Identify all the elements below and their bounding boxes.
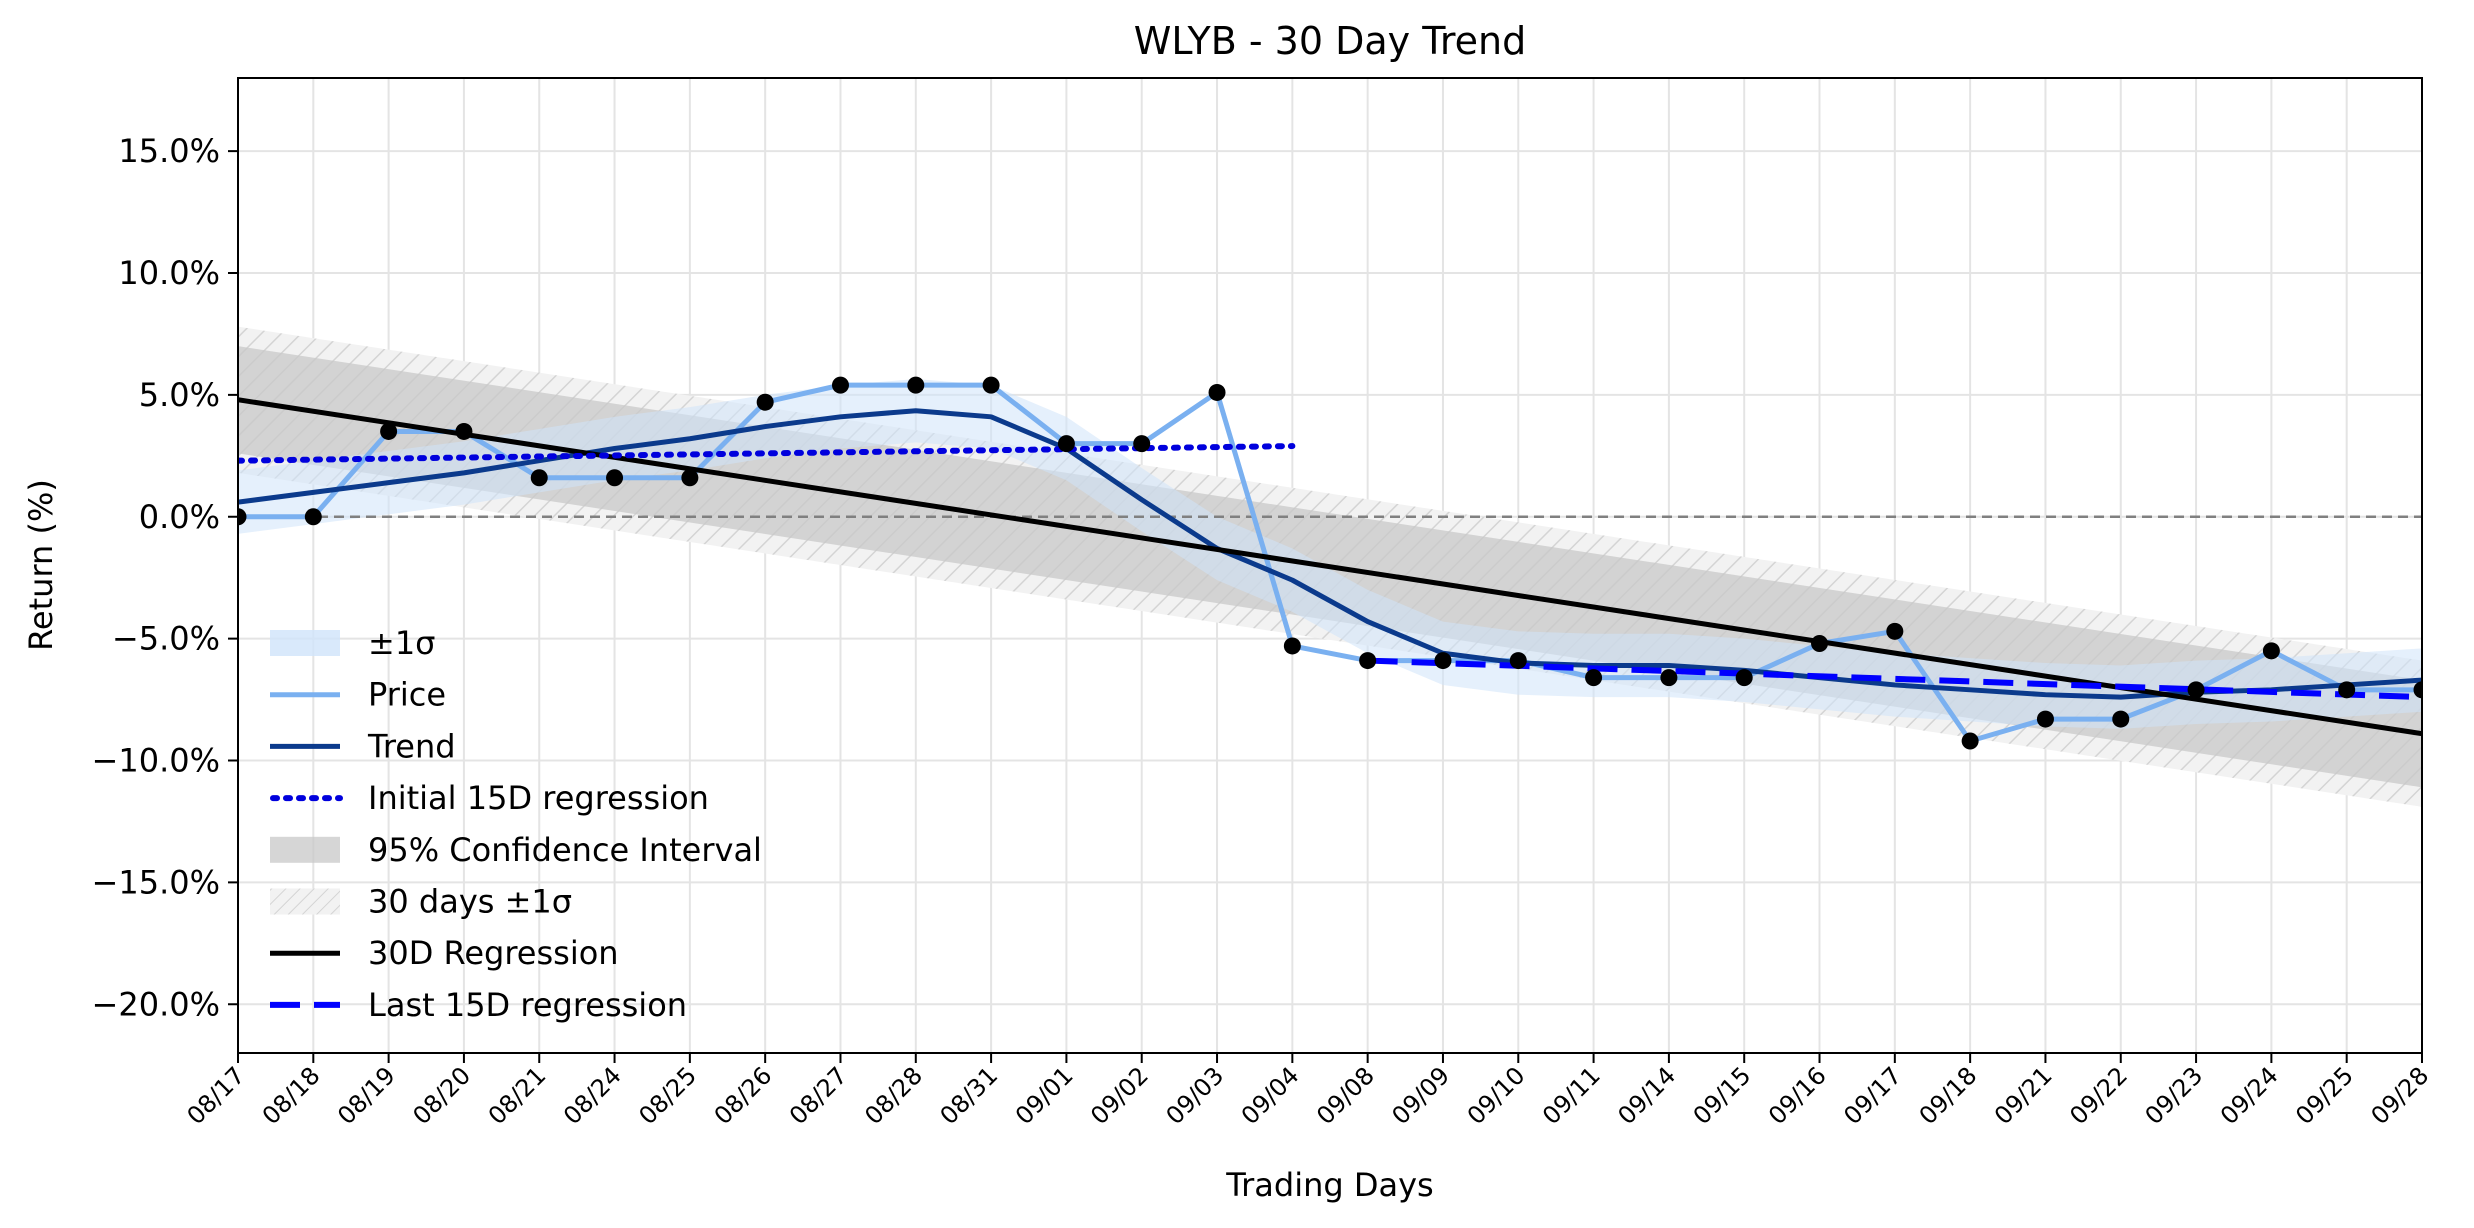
x-tick-label: 09/17 xyxy=(1838,1061,1907,1130)
price-point xyxy=(2112,710,2130,728)
price-point xyxy=(238,508,247,526)
x-tick-label: 08/31 xyxy=(935,1061,1004,1130)
legend: ±1σ Price Trend Initial 15D regression 95% C… xyxy=(270,624,762,1024)
y-tick-label: −15.0% xyxy=(92,863,220,901)
x-tick-label: 08/21 xyxy=(483,1061,552,1130)
x-tick-label: 09/28 xyxy=(2366,1061,2435,1130)
price-point xyxy=(1283,637,1301,655)
price-point xyxy=(1811,635,1829,652)
price-point xyxy=(2036,710,2054,728)
x-tick-label: 09/24 xyxy=(2215,1061,2284,1130)
price-point xyxy=(304,508,322,526)
legend-label: 30D Regression xyxy=(368,934,619,972)
price-point xyxy=(907,376,925,394)
y-tick-label: 5.0% xyxy=(139,376,220,414)
price-point xyxy=(1660,669,1678,687)
y-tick-label: −5.0% xyxy=(112,620,220,658)
legend-label: Price xyxy=(368,676,446,714)
price-point xyxy=(1359,652,1377,670)
x-tick-label: 09/11 xyxy=(1537,1061,1606,1130)
price-point xyxy=(982,376,1000,394)
y-tick-label: −20.0% xyxy=(92,985,220,1023)
plot-area xyxy=(238,326,2422,807)
price-point xyxy=(380,422,398,440)
x-tick-label: 09/22 xyxy=(2064,1061,2133,1130)
price-point xyxy=(606,469,624,487)
y-tick-label: 15.0% xyxy=(118,132,220,170)
x-tick-label: 09/21 xyxy=(1989,1061,2058,1130)
legend-label: Last 15D regression xyxy=(368,986,687,1024)
price-point xyxy=(2187,681,2205,699)
price-point xyxy=(756,393,774,411)
price-point xyxy=(2413,681,2422,699)
legend-label: 30 days ±1σ xyxy=(368,883,572,921)
price-point xyxy=(2262,642,2280,660)
price-point xyxy=(1057,435,1075,453)
y-axis: 15.0% 10.0% 5.0% 0.0% −5.0% −10.0% −15.0% −20.0… xyxy=(92,132,238,1023)
price-point xyxy=(2338,681,2356,699)
price-point xyxy=(1735,669,1753,687)
x-tick-label: 09/25 xyxy=(2290,1061,2359,1130)
x-tick-label: 08/19 xyxy=(332,1061,401,1130)
y-axis-label: Return (%) xyxy=(22,479,60,651)
x-tick-label: 09/10 xyxy=(1462,1061,1531,1130)
x-tick-label: 08/26 xyxy=(709,1061,778,1130)
price-point xyxy=(1886,622,1904,640)
x-tick-label: 09/14 xyxy=(1612,1061,1681,1130)
x-tick-label: 08/28 xyxy=(859,1061,928,1130)
legend-label: 95% Confidence Interval xyxy=(368,831,762,869)
legend-swatch-sigma xyxy=(270,630,340,656)
x-tick-label: 09/01 xyxy=(1010,1061,1079,1130)
x-tick-label: 08/18 xyxy=(257,1061,326,1130)
y-tick-label: −10.0% xyxy=(92,742,220,780)
x-tick-label: 09/16 xyxy=(1763,1061,1832,1130)
plot-frame xyxy=(237,77,2423,1054)
price-point xyxy=(1208,383,1226,401)
price-point xyxy=(1585,669,1603,687)
x-tick-label: 09/02 xyxy=(1085,1061,1154,1130)
price-line xyxy=(238,382,2422,744)
price-point xyxy=(455,422,473,440)
x-tick-label: 08/27 xyxy=(784,1061,853,1130)
chart-title: WLYB - 30 Day Trend xyxy=(1134,19,1526,63)
price-point xyxy=(1133,435,1151,453)
legend-label: Trend xyxy=(367,727,456,765)
legend-swatch-95-confidence xyxy=(270,836,340,863)
x-tick-label: 09/08 xyxy=(1311,1061,1380,1130)
x-tick-label: 09/15 xyxy=(1688,1061,1757,1130)
price-point xyxy=(1434,652,1452,670)
x-tick-label: 08/20 xyxy=(407,1061,476,1130)
legend-label: ±1σ xyxy=(368,624,435,662)
price-point xyxy=(831,376,849,394)
trend-line xyxy=(238,408,2422,700)
y-tick-label: 0.0% xyxy=(139,498,220,536)
x-tick-label: 09/03 xyxy=(1161,1061,1230,1130)
legend-swatch-30-days-sigma xyxy=(270,888,340,915)
x-tick-label: 09/23 xyxy=(2140,1061,2209,1130)
x-tick-label: 08/17 xyxy=(182,1061,251,1130)
x-tick-label: 08/24 xyxy=(558,1061,627,1130)
x-tick-label: 09/04 xyxy=(1236,1061,1305,1130)
price-point xyxy=(681,469,699,487)
y-tick-label: 10.0% xyxy=(118,254,220,292)
price-point xyxy=(1961,732,1979,750)
regression-initial-15d-line xyxy=(238,443,1296,464)
price-point xyxy=(1509,652,1527,670)
x-tick-label: 08/25 xyxy=(633,1061,702,1130)
x-axis-label: Trading Days xyxy=(1225,1166,1433,1204)
price-point xyxy=(530,469,548,487)
legend-label: Initial 15D regression xyxy=(368,779,709,817)
x-tick-label: 09/09 xyxy=(1386,1061,1455,1130)
x-axis: 08/17 08/18 08/19 08/20 08/21 08/24 08/25 08/26… xyxy=(182,1053,2435,1130)
x-tick-label: 09/18 xyxy=(1914,1061,1983,1130)
